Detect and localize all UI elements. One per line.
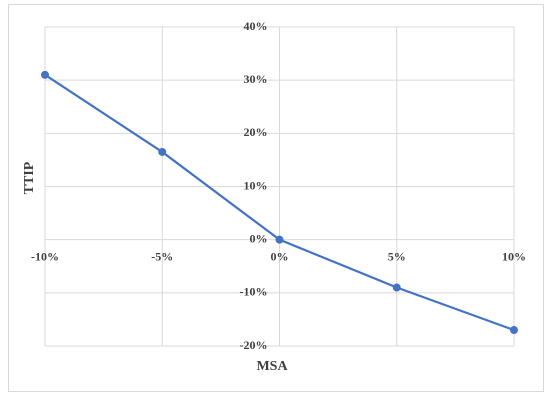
marker <box>275 235 284 244</box>
marker <box>158 147 167 156</box>
y-axis-title: TTIP <box>22 161 37 194</box>
y-tick-label: 20% <box>244 125 268 139</box>
x-tick-label: 5% <box>388 249 406 263</box>
marker <box>510 326 518 335</box>
x-tick-label: 10% <box>502 249 526 263</box>
chart-border <box>8 4 544 392</box>
x-tick-label: -10% <box>31 249 59 263</box>
y-tick-label: -20% <box>240 338 268 352</box>
y-tick-label: -10% <box>240 285 268 299</box>
y-tick-label: 30% <box>244 72 268 86</box>
marker <box>392 283 401 292</box>
x-tick-label: -5% <box>151 249 173 263</box>
y-tick-label: 40% <box>244 19 268 33</box>
y-tick-label: 10% <box>244 178 268 192</box>
x-tick-label: 0% <box>271 249 289 263</box>
y-tick-label: 0% <box>250 231 268 245</box>
x-axis-title: MSA <box>256 359 288 374</box>
marker <box>41 70 49 79</box>
